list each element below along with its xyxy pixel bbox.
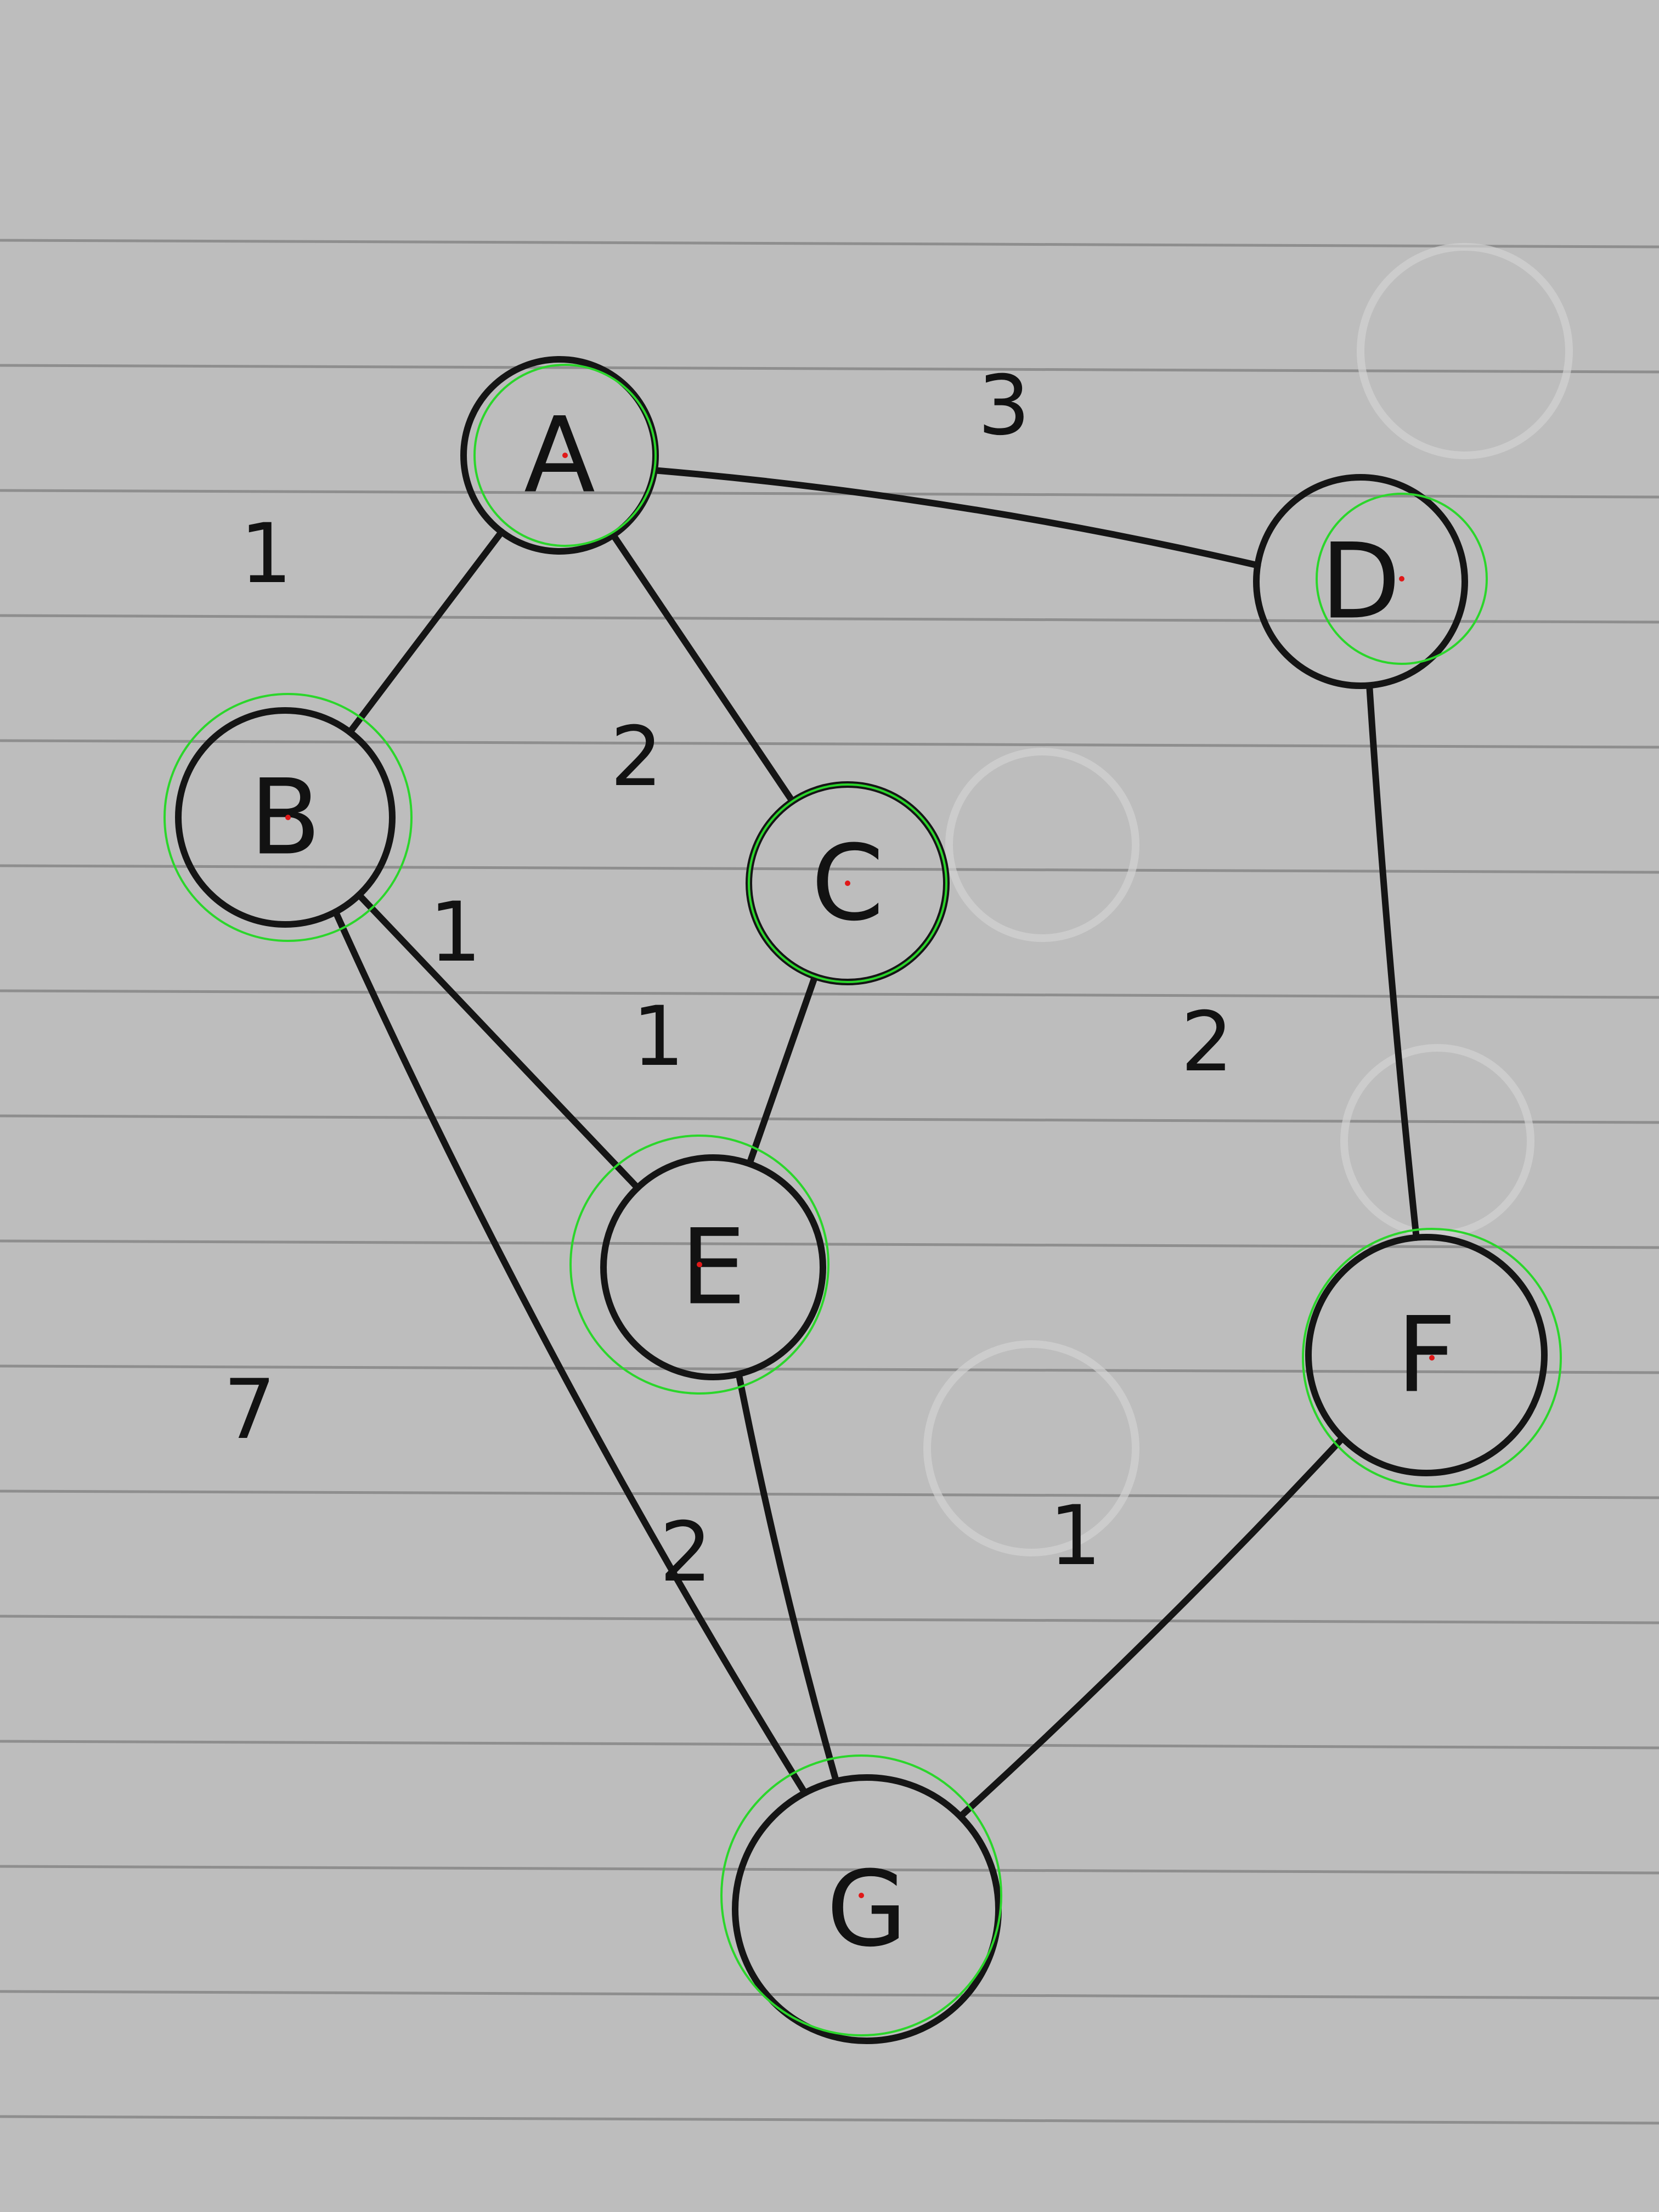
node-g-label: G [826, 1849, 907, 1970]
ruled-line [0, 1489, 1659, 1499]
edge-weight-d-f: 2 [1181, 995, 1233, 1090]
ruled-line [0, 1990, 1659, 2000]
ruled-line [0, 1114, 1659, 1124]
node-a-detection-center [562, 453, 568, 458]
node-a-label: A [524, 395, 595, 516]
node-d-detection-circle [1316, 493, 1488, 665]
node-g: G [720, 1754, 1002, 2044]
edge-a-d [651, 467, 1261, 569]
node-c-detection-circle [748, 783, 947, 983]
ruled-line [0, 989, 1659, 999]
node-b-detection-center [285, 815, 291, 820]
edge-weight-a-d: 3 [978, 358, 1030, 454]
edge-b-e [356, 891, 641, 1192]
edge-weight-c-e: 1 [632, 989, 684, 1085]
ruled-line [0, 614, 1659, 624]
edge-c-e [746, 973, 819, 1167]
node-c-detection-center [845, 881, 850, 886]
edge-weight-e-g: 2 [659, 1505, 712, 1600]
edge-weight-f-g: 1 [1049, 1488, 1101, 1584]
ruled-line [0, 1364, 1659, 1374]
node-b: B [163, 693, 413, 942]
edge-layer [332, 467, 1420, 1820]
edge-a-c [610, 532, 796, 805]
ruled-line [0, 1865, 1659, 1875]
node-f-label: F [1396, 1295, 1456, 1416]
paper-impression [1357, 243, 1573, 459]
node-b-circle [175, 707, 396, 928]
edge-weight-a-b: 1 [240, 506, 292, 602]
edge-e-g [735, 1370, 840, 1785]
ruled-line [0, 1615, 1659, 1624]
node-layer: A B C D E F G [163, 356, 1562, 2044]
ruled-line [0, 739, 1659, 749]
edge-f-g [957, 1435, 1346, 1820]
edge-weight-a-c: 2 [610, 709, 662, 805]
node-d-detection-center [1399, 576, 1404, 582]
edge-weight-b-g: 7 [223, 1362, 275, 1458]
node-a: A [460, 356, 659, 555]
node-f-detection-center [1429, 1355, 1435, 1361]
node-d-circle [1253, 474, 1468, 689]
paper-impression [923, 1340, 1139, 1556]
node-d: D [1253, 474, 1488, 689]
ruled-line [0, 1740, 1659, 1750]
ruled-line [0, 2115, 1659, 2125]
node-e: E [569, 1135, 830, 1395]
node-f-detection-circle [1302, 1228, 1562, 1488]
weight-label-layer: 1 2 3 1 7 1 2 2 1 [223, 358, 1233, 1600]
node-g-detection-center [859, 1893, 864, 1898]
edge-weight-b-e: 1 [429, 885, 481, 980]
node-f-circle [1305, 1234, 1548, 1476]
node-d-label: D [1321, 521, 1401, 642]
edge-a-b [346, 528, 505, 736]
node-g-circle [732, 1774, 1002, 2044]
node-g-detection-circle [720, 1754, 1002, 2036]
ruled-line [0, 364, 1659, 374]
node-e-detection-circle [569, 1135, 830, 1395]
node-c: C [746, 781, 950, 985]
node-e-circle [600, 1154, 826, 1380]
node-e-detection-center [697, 1262, 702, 1267]
node-f: F [1302, 1228, 1562, 1488]
node-e-label: E [680, 1207, 746, 1328]
node-b-detection-circle [163, 693, 413, 942]
edge-d-f [1366, 682, 1420, 1241]
edge-b-g [332, 909, 809, 1797]
ruled-line [0, 239, 1659, 249]
node-a-detection-circle [473, 364, 657, 547]
paper-impression [945, 748, 1139, 942]
